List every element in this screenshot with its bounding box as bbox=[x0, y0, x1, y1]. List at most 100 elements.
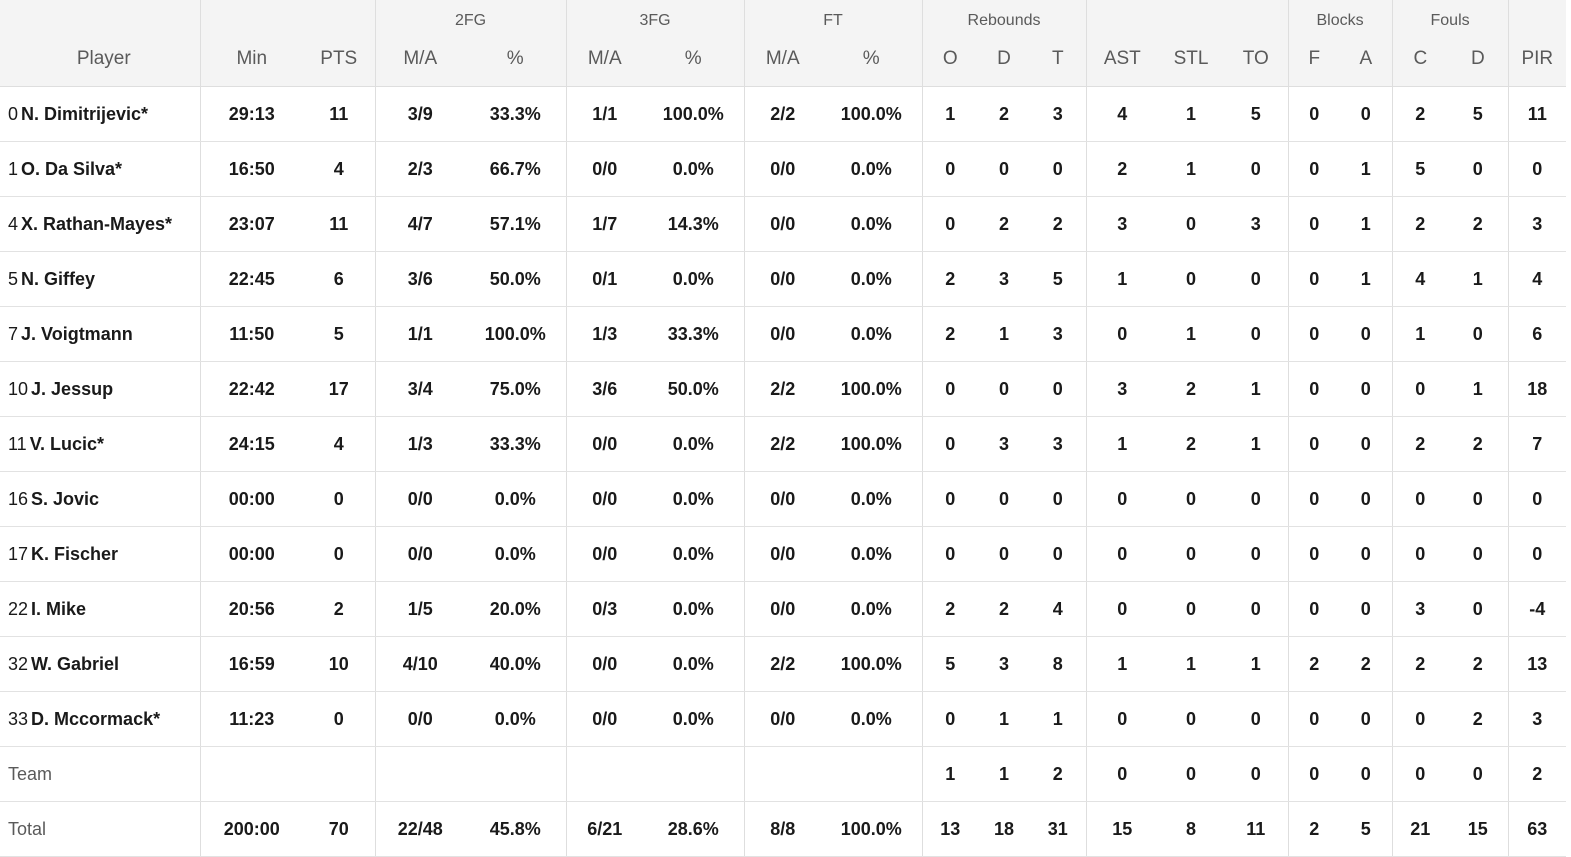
player-name-cell[interactable]: 1 O. Da Silva* bbox=[0, 141, 200, 197]
player-name-cell[interactable]: 10 J. Jessup bbox=[0, 361, 200, 417]
col-header-player[interactable]: Player bbox=[0, 32, 200, 87]
player-name-cell[interactable]: 17 K. Fischer bbox=[0, 526, 200, 582]
player-name[interactable]: N. Dimitrijevic* bbox=[21, 103, 149, 124]
player-name[interactable]: D. Mccormack* bbox=[31, 708, 161, 729]
player-number: 5 bbox=[8, 268, 19, 289]
stat-2fg-ma: 3/6 bbox=[374, 251, 465, 307]
stat-2fg-ma: 0/0 bbox=[374, 691, 465, 747]
col-header-blk-a[interactable]: A bbox=[1340, 32, 1393, 87]
stat-ast: 0 bbox=[1085, 691, 1159, 747]
stat-pir: 13 bbox=[1507, 636, 1567, 692]
col-header-3fg-pct[interactable]: % bbox=[643, 32, 744, 87]
player-name-cell[interactable]: 7 J. Voigtmann bbox=[0, 306, 200, 362]
total-row: Total 200:00 70 22/48 45.8% 6/21 28.6% 8/8 100.0… bbox=[0, 801, 1567, 857]
stat-reb-t: 8 bbox=[1030, 636, 1087, 692]
col-header-pir[interactable]: PIR bbox=[1507, 32, 1567, 87]
player-name-cell[interactable]: 0 N. Dimitrijevic* bbox=[0, 86, 200, 142]
stat-3fg-ma: 0/0 bbox=[565, 526, 643, 582]
stat-3fg-pct: 0.0% bbox=[643, 636, 744, 692]
col-header-reb-o[interactable]: O bbox=[921, 32, 979, 87]
stat-reb-d: 3 bbox=[978, 416, 1031, 472]
stat-blk-a: 1 bbox=[1340, 196, 1393, 252]
stat-foul-d: 0 bbox=[1448, 526, 1509, 582]
stat-ft-ma: 8/8 bbox=[743, 801, 821, 857]
col-header-reb-t[interactable]: T bbox=[1030, 32, 1087, 87]
stat-to: 1 bbox=[1224, 416, 1289, 472]
player-name-cell[interactable]: 5 N. Giffey bbox=[0, 251, 200, 307]
stat-foul-c: 3 bbox=[1391, 581, 1449, 637]
stat-blk-f: 0 bbox=[1287, 86, 1341, 142]
col-header-min[interactable]: Min bbox=[199, 32, 303, 87]
stat-reb-o: 0 bbox=[921, 691, 979, 747]
stat-2fg-pct bbox=[465, 746, 566, 802]
stat-3fg-ma: 0/0 bbox=[565, 691, 643, 747]
stat-reb-t: 2 bbox=[1030, 746, 1087, 802]
stat-reb-t: 3 bbox=[1030, 306, 1087, 362]
stat-3fg-ma: 3/6 bbox=[565, 361, 643, 417]
col-header-2fg-pct[interactable]: % bbox=[465, 32, 566, 87]
col-header-ft-ma[interactable]: M/A bbox=[743, 32, 821, 87]
player-name-cell[interactable]: 4 X. Rathan-Mayes* bbox=[0, 196, 200, 252]
col-header-stl[interactable]: STL bbox=[1158, 32, 1225, 87]
player-name[interactable]: J. Jessup bbox=[31, 378, 114, 399]
stat-pir: 6 bbox=[1507, 306, 1567, 362]
stat-ast: 1 bbox=[1085, 636, 1159, 692]
col-header-3fg-ma[interactable]: M/A bbox=[565, 32, 643, 87]
stat-min: 00:00 bbox=[199, 471, 303, 527]
player-name[interactable]: O. Da Silva* bbox=[21, 158, 123, 179]
stat-reb-t: 5 bbox=[1030, 251, 1087, 307]
player-name[interactable]: V. Lucic* bbox=[29, 433, 105, 454]
player-name[interactable]: J. Voigtmann bbox=[21, 323, 133, 344]
col-header-foul-d[interactable]: D bbox=[1448, 32, 1509, 87]
stat-2fg-pct: 33.3% bbox=[465, 86, 566, 142]
stat-2fg-pct: 33.3% bbox=[465, 416, 566, 472]
stat-min: 16:59 bbox=[199, 636, 303, 692]
stat-reb-d: 1 bbox=[978, 306, 1031, 362]
col-header-2fg-ma[interactable]: M/A bbox=[374, 32, 465, 87]
col-header-blk-f[interactable]: F bbox=[1287, 32, 1341, 87]
player-name-cell[interactable]: 33 D. Mccormack* bbox=[0, 691, 200, 747]
stat-reb-d: 0 bbox=[978, 141, 1031, 197]
col-header-ft-pct[interactable]: % bbox=[821, 32, 923, 87]
player-name-cell[interactable]: 32 W. Gabriel bbox=[0, 636, 200, 692]
stat-2fg-pct: 45.8% bbox=[465, 801, 566, 857]
stat-reb-t: 0 bbox=[1030, 526, 1087, 582]
stat-stl: 0 bbox=[1158, 196, 1225, 252]
player-name[interactable]: S. Jovic bbox=[31, 488, 100, 509]
stat-to: 1 bbox=[1224, 361, 1289, 417]
col-header-foul-c[interactable]: C bbox=[1391, 32, 1449, 87]
stat-ft-ma: 0/0 bbox=[743, 581, 821, 637]
player-name[interactable]: I. Mike bbox=[31, 598, 87, 619]
player-name[interactable]: N. Giffey bbox=[21, 268, 96, 289]
stat-reb-o: 2 bbox=[921, 581, 979, 637]
stat-ast: 0 bbox=[1085, 306, 1159, 362]
col-header-to[interactable]: TO bbox=[1224, 32, 1289, 87]
stat-min: 200:00 bbox=[199, 801, 303, 857]
player-name-cell[interactable]: 11 V. Lucic* bbox=[0, 416, 200, 472]
player-name-cell[interactable]: 16 S. Jovic bbox=[0, 471, 200, 527]
stat-2fg-pct: 57.1% bbox=[465, 196, 566, 252]
stat-foul-d: 0 bbox=[1448, 306, 1509, 362]
player-name[interactable]: X. Rathan-Mayes* bbox=[21, 213, 173, 234]
player-number: 7 bbox=[8, 323, 19, 344]
stat-ft-pct: 0.0% bbox=[821, 196, 923, 252]
stat-pir: 3 bbox=[1507, 196, 1567, 252]
player-row: 0 N. Dimitrijevic* 29:13 11 3/9 33.3% 1/1 100.0… bbox=[0, 86, 1567, 142]
stat-blk-a: 0 bbox=[1340, 526, 1393, 582]
player-row: 11 V. Lucic* 24:15 4 1/3 33.3% 0/0 0.0% 2/2 100.0… bbox=[0, 416, 1567, 472]
player-name-cell[interactable]: 22 I. Mike bbox=[0, 581, 200, 637]
stat-stl: 1 bbox=[1158, 141, 1225, 197]
player-name[interactable]: W. Gabriel bbox=[31, 653, 120, 674]
player-number: 32 bbox=[8, 653, 29, 674]
group-rebounds: Rebounds bbox=[921, 0, 1087, 32]
col-header-pts[interactable]: PTS bbox=[303, 32, 375, 87]
stat-pts: 2 bbox=[303, 581, 375, 637]
col-header-ast[interactable]: AST bbox=[1085, 32, 1159, 87]
col-header-reb-d[interactable]: D bbox=[978, 32, 1031, 87]
stat-foul-d: 0 bbox=[1448, 471, 1509, 527]
stat-stl: 0 bbox=[1158, 251, 1225, 307]
stat-to: 0 bbox=[1224, 251, 1289, 307]
player-name[interactable]: K. Fischer bbox=[31, 543, 119, 564]
stat-pir: 3 bbox=[1507, 691, 1567, 747]
stat-ft-ma: 0/0 bbox=[743, 141, 821, 197]
